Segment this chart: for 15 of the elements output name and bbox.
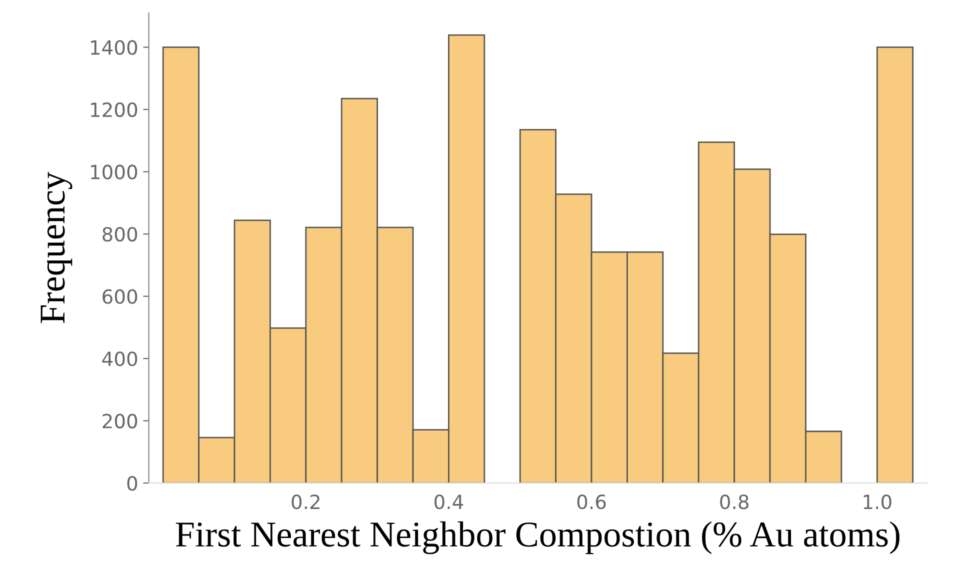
x-tick-label: 0.4 <box>434 494 464 510</box>
y-tick-label: 600 <box>102 289 138 304</box>
x-tick-label: 1.0 <box>864 494 892 510</box>
x-axis-title: First Nearest Neighbor Compostion (% Au atoms) <box>176 521 900 554</box>
x-tick-label: 0.6 <box>577 494 606 510</box>
y-tick-label: 1200 <box>91 102 138 118</box>
y-tick-label: 400 <box>102 351 138 366</box>
y-tick-label: 1400 <box>91 40 138 55</box>
y-tick-label: 1000 <box>91 164 138 180</box>
y-axis-title: Frequency <box>40 172 72 324</box>
y-tick-label: 200 <box>102 414 138 428</box>
y-tick-label: 800 <box>102 226 138 242</box>
x-tick-label: 0.8 <box>720 494 748 510</box>
x-tick-label: 0.2 <box>292 494 320 510</box>
y-tick-label: 0 <box>127 476 138 491</box>
